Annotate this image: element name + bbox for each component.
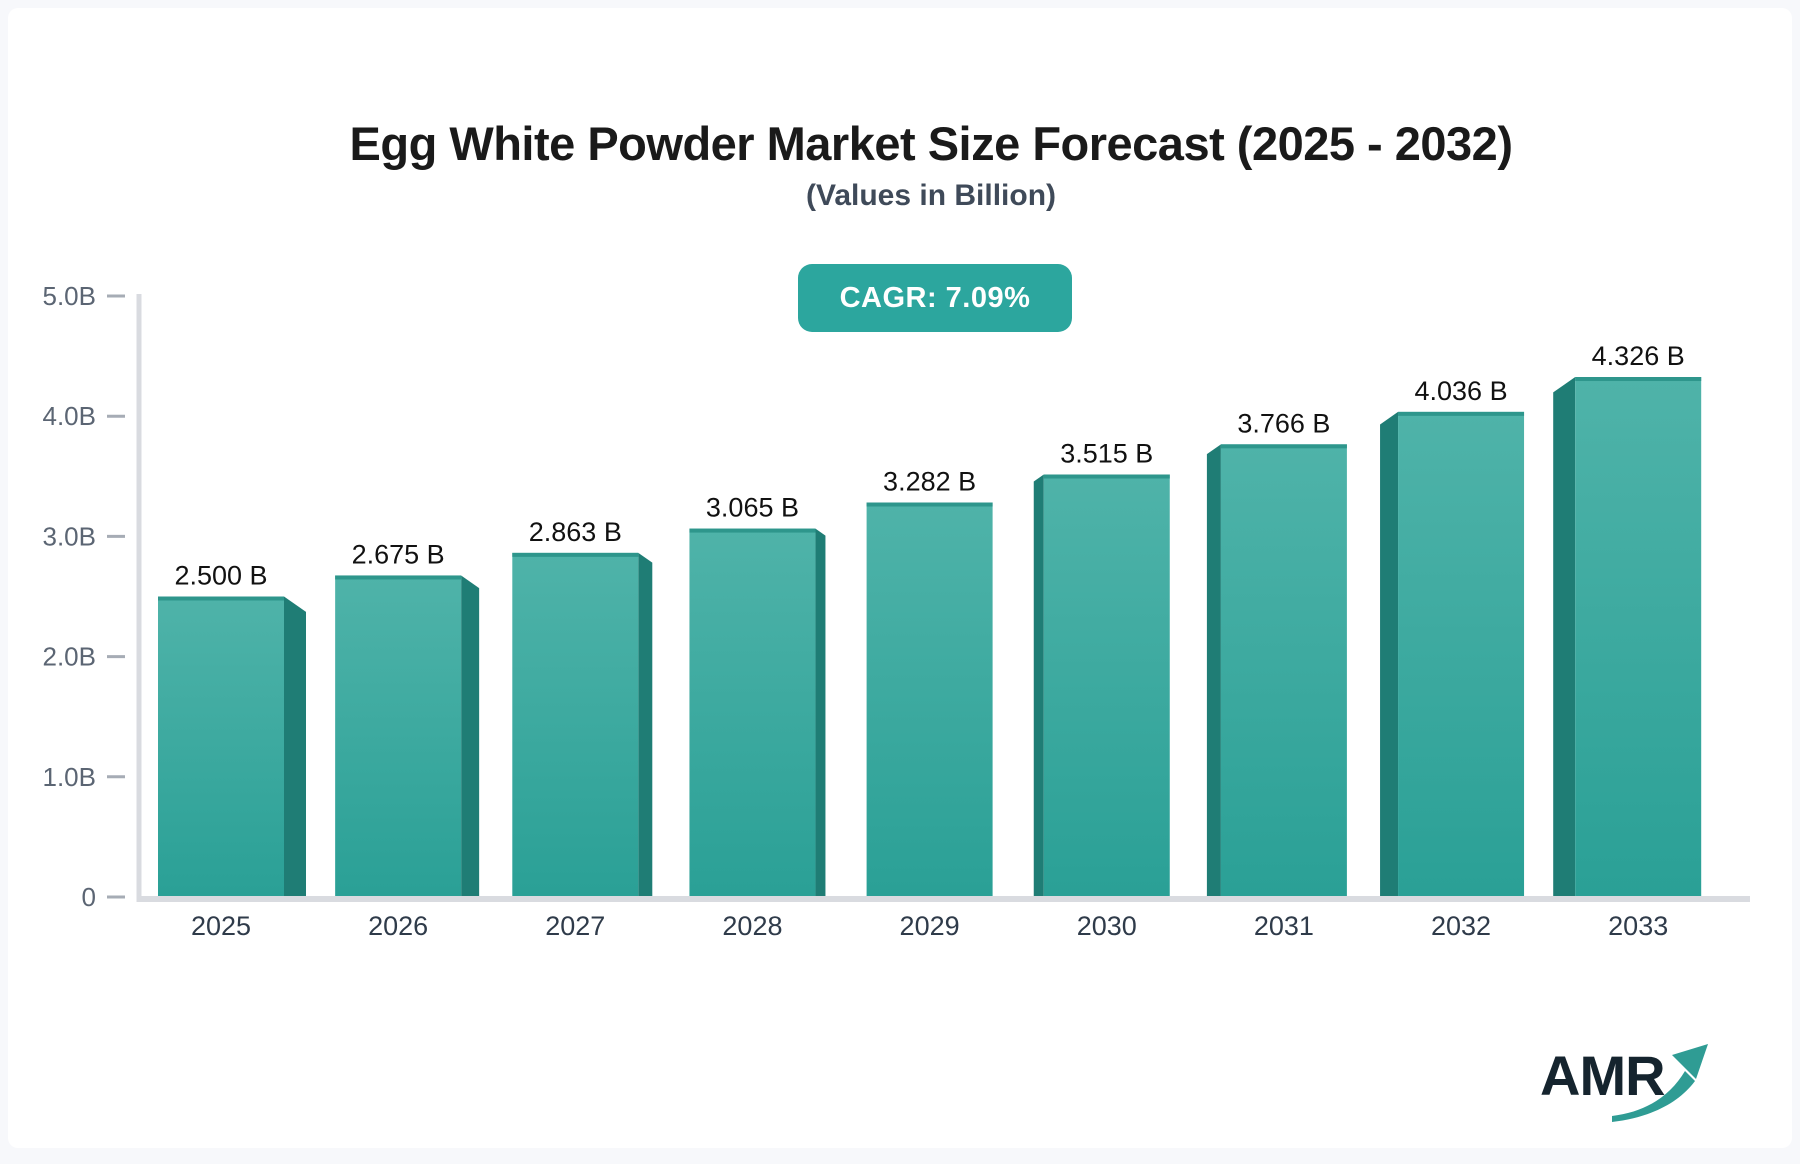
bar-side-2025 xyxy=(284,596,306,897)
bar-top-edge-2031 xyxy=(1220,444,1347,449)
bar-side-2032 xyxy=(1380,411,1399,897)
bar-group-2028: 3.065 B 2028 xyxy=(689,493,826,941)
bar-top-edge-2030 xyxy=(1043,474,1170,479)
amr-logo: AMR xyxy=(1540,1044,1720,1138)
bar-group-2030: 3.515 B 2030 xyxy=(1033,438,1170,941)
bar-value-label-2031: 3.766 B xyxy=(1237,408,1330,438)
bar-top-edge-2033 xyxy=(1575,377,1702,382)
bar-value-label-2027: 2.863 B xyxy=(529,517,622,547)
x-axis-label-2030: 2030 xyxy=(1077,911,1137,941)
x-axis-label-2025: 2025 xyxy=(191,911,251,941)
bar-2032 xyxy=(1398,411,1525,897)
bar-group-2031: 3.766 B 2031 xyxy=(1206,408,1347,941)
y-tick-label-4.0B: 4.0B xyxy=(43,401,97,431)
cagr-badge: CAGR: 7.09% xyxy=(798,264,1072,332)
x-axis-label-2033: 2033 xyxy=(1608,911,1668,941)
bar-group-2033: 4.326 B 2033 xyxy=(1553,341,1702,941)
bar-side-2026 xyxy=(461,575,480,897)
x-axis-label-2027: 2027 xyxy=(545,911,605,941)
bar-side-2033 xyxy=(1553,377,1576,898)
x-axis-label-2028: 2028 xyxy=(722,911,782,941)
bar-group-2027: 2.863 B 2027 xyxy=(512,517,653,941)
bar-value-label-2029: 3.282 B xyxy=(883,467,976,497)
y-tick-label-2.0B: 2.0B xyxy=(43,642,97,672)
bar-top-edge-2025 xyxy=(158,596,284,601)
bar-2033 xyxy=(1575,377,1702,898)
bar-top-edge-2026 xyxy=(335,575,462,580)
bar-value-label-2033: 4.326 B xyxy=(1592,341,1685,371)
bar-2029 xyxy=(866,502,993,897)
bar-2027 xyxy=(512,552,639,897)
bar-2025 xyxy=(158,596,284,897)
chart-subtitle: (Values in Billion) xyxy=(805,179,1057,212)
x-axis-label-2026: 2026 xyxy=(368,911,428,941)
bar-group-2026: 2.675 B 2026 xyxy=(335,539,480,941)
x-axis-label-2031: 2031 xyxy=(1254,911,1314,941)
y-tick-label-1.0B: 1.0B xyxy=(43,762,97,792)
bar-side-2027 xyxy=(638,552,653,897)
bar-top-edge-2032 xyxy=(1398,411,1525,416)
bar-value-label-2026: 2.675 B xyxy=(352,539,445,569)
bar-top-edge-2027 xyxy=(512,552,639,557)
bar-value-label-2030: 3.515 B xyxy=(1060,438,1153,468)
y-tick-label-3.0B: 3.0B xyxy=(43,521,97,551)
bar-group-2029: 3.282 B 2029 xyxy=(866,467,993,941)
bar-group-2032: 4.036 B 2032 xyxy=(1380,376,1525,941)
bar-group-2025: 2.500 B 2025 xyxy=(158,561,306,941)
bar-2028 xyxy=(689,528,816,897)
bar-2026 xyxy=(335,575,462,897)
chart-title: Egg White Powder Market Size Forecast (2… xyxy=(349,117,1513,170)
bar-value-label-2032: 4.036 B xyxy=(1415,376,1508,406)
bar-2030 xyxy=(1043,474,1170,897)
amr-logo-text: AMR xyxy=(1540,1044,1666,1107)
bar-value-label-2028: 3.065 B xyxy=(706,493,799,523)
bar-side-2030 xyxy=(1033,474,1044,897)
chart-card: Egg White Powder Market Size Forecast (2… xyxy=(8,8,1792,1148)
bar-side-2031 xyxy=(1206,444,1221,897)
bar-2031 xyxy=(1220,444,1347,897)
y-tick-label-0: 0 xyxy=(82,882,96,912)
bar-top-edge-2029 xyxy=(866,502,993,507)
x-axis-label-2029: 2029 xyxy=(900,911,960,941)
growth-arrow-icon xyxy=(1612,1044,1708,1122)
bar-top-edge-2028 xyxy=(689,528,816,533)
x-axis-label-2032: 2032 xyxy=(1431,911,1491,941)
bar-value-label-2025: 2.500 B xyxy=(174,561,267,591)
bar-side-2028 xyxy=(815,528,826,897)
y-tick-label-5.0B: 5.0B xyxy=(43,281,97,311)
